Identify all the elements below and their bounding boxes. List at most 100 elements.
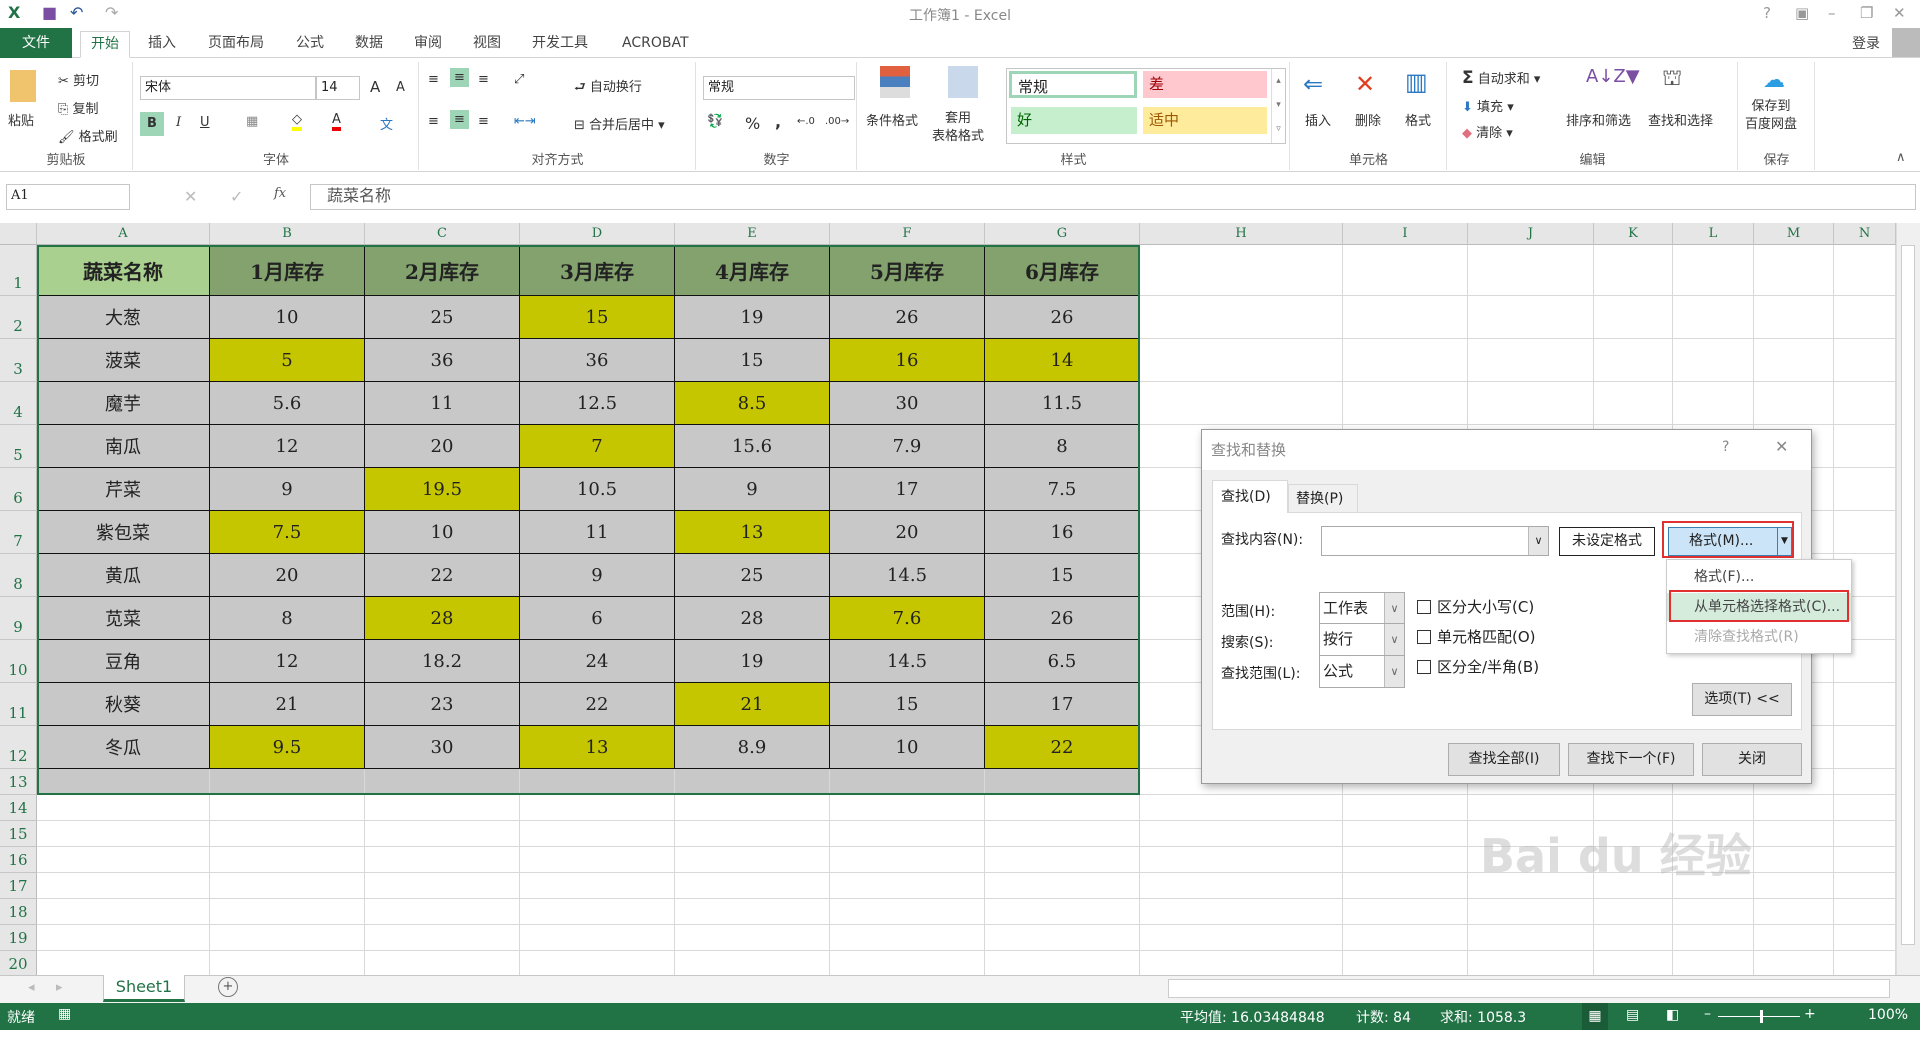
cell[interactable] (1834, 769, 1896, 795)
cell[interactable] (1468, 951, 1594, 975)
format-cells-button[interactable]: 格式 (1405, 114, 1432, 129)
cell[interactable] (1140, 847, 1343, 873)
cell[interactable] (830, 847, 985, 873)
cell[interactable] (365, 925, 520, 951)
close-button[interactable]: ✕ (1893, 4, 1906, 22)
cell[interactable] (1754, 847, 1834, 873)
column-header[interactable]: A (37, 223, 210, 245)
table-cell[interactable]: 26 (985, 597, 1140, 640)
cell[interactable] (1594, 873, 1673, 899)
table-cell[interactable]: 14 (985, 339, 1140, 382)
zoom-slider-thumb[interactable] (1760, 1010, 1763, 1023)
table-cell[interactable]: 7.5 (985, 468, 1140, 511)
table-cell[interactable]: 21 (675, 683, 830, 726)
close-dialog-button[interactable]: 关闭 (1702, 743, 1802, 776)
paste-button[interactable]: 粘贴 (8, 114, 35, 129)
cell[interactable] (1468, 339, 1594, 382)
cell[interactable] (1834, 795, 1896, 821)
table-cell[interactable] (210, 769, 365, 795)
cell[interactable] (1343, 847, 1468, 873)
minimize-button[interactable]: – (1828, 4, 1836, 22)
table-cell[interactable]: 8.5 (675, 382, 830, 425)
tab-formulas[interactable]: 公式 (296, 35, 324, 51)
spreadsheet-grid[interactable]: A B C D E F G H I J K L M N 1 2 3 4 5 6 7 8 9 10 11 12 13 14 15 16 17 1… (0, 223, 1896, 975)
find-history-dropdown[interactable]: ∨ (1528, 527, 1548, 555)
find-next-button[interactable]: 查找下一个(F) (1568, 743, 1694, 776)
cell[interactable] (1140, 873, 1343, 899)
table-cell[interactable]: 11 (520, 511, 675, 554)
cell[interactable] (1594, 925, 1673, 951)
cell[interactable] (1834, 425, 1896, 468)
cell[interactable] (1754, 296, 1834, 339)
table-cell[interactable]: 9 (520, 554, 675, 597)
table-cell[interactable]: 28 (365, 597, 520, 640)
table-cell[interactable]: 16 (830, 339, 985, 382)
cell[interactable] (1834, 683, 1896, 726)
table-cell[interactable]: 冬瓜 (37, 726, 210, 769)
cell[interactable] (1754, 245, 1834, 296)
find-select-button[interactable]: 查找和选择 (1648, 114, 1714, 129)
row-header[interactable]: 10 (0, 640, 37, 683)
row-header[interactable]: 7 (0, 511, 37, 554)
cut-button[interactable]: ✂ 剪切 (58, 74, 100, 89)
new-sheet-button[interactable]: + (218, 977, 238, 997)
autosum-button[interactable]: Σ 自动求和 ▾ (1462, 68, 1541, 88)
page-layout-view-icon[interactable]: ▤ (1626, 1007, 1640, 1023)
table-cell[interactable]: 9 (210, 468, 365, 511)
cell[interactable] (1673, 339, 1754, 382)
within-select[interactable]: 工作表 ∨ (1319, 592, 1405, 625)
cell[interactable] (675, 925, 830, 951)
cell[interactable] (1834, 511, 1896, 554)
wrap-text-button[interactable]: ⮐ 自动换行 (574, 80, 642, 95)
cell[interactable] (675, 847, 830, 873)
undo-icon[interactable]: ↶ (70, 3, 84, 22)
table-cell[interactable]: 菠菜 (37, 339, 210, 382)
column-header[interactable]: C (365, 223, 520, 245)
cell[interactable] (830, 795, 985, 821)
table-cell[interactable]: 10.5 (520, 468, 675, 511)
table-cell[interactable] (830, 769, 985, 795)
cell[interactable] (1343, 245, 1468, 296)
cell[interactable] (1673, 795, 1754, 821)
table-cell[interactable]: 14.5 (830, 640, 985, 683)
cell[interactable] (1754, 769, 1834, 795)
cell[interactable] (1594, 899, 1673, 925)
cell[interactable] (1343, 873, 1468, 899)
table-cell[interactable]: 20 (365, 425, 520, 468)
cell[interactable] (1594, 847, 1673, 873)
table-cell[interactable]: 20 (830, 511, 985, 554)
column-header[interactable]: F (830, 223, 985, 245)
cell[interactable] (1468, 821, 1594, 847)
cell[interactable] (830, 821, 985, 847)
table-cell[interactable]: 紫包菜 (37, 511, 210, 554)
tab-acrobat[interactable]: ACROBAT (622, 35, 689, 51)
cell[interactable] (1754, 821, 1834, 847)
cell[interactable] (210, 873, 365, 899)
table-cell[interactable]: 8 (985, 425, 1140, 468)
cell[interactable] (1673, 873, 1754, 899)
cell[interactable] (1468, 925, 1594, 951)
cell[interactable] (1140, 795, 1343, 821)
table-cell[interactable]: 30 (365, 726, 520, 769)
table-cell[interactable]: 11.5 (985, 382, 1140, 425)
cell[interactable] (37, 795, 210, 821)
cell[interactable] (1834, 339, 1896, 382)
cell[interactable] (365, 899, 520, 925)
zoom-out-button[interactable]: – (1704, 1006, 1711, 1022)
table-cell[interactable]: 19 (675, 640, 830, 683)
cell[interactable] (1834, 468, 1896, 511)
cell[interactable] (1673, 821, 1754, 847)
tab-file[interactable]: 文件 (0, 28, 72, 58)
cell[interactable] (675, 795, 830, 821)
table-cell[interactable]: 24 (520, 640, 675, 683)
table-cell[interactable]: 10 (830, 726, 985, 769)
table-cell[interactable]: 15 (675, 339, 830, 382)
cell[interactable] (985, 951, 1140, 975)
table-cell[interactable]: 1月库存 (210, 245, 365, 296)
table-cell[interactable]: 7.6 (830, 597, 985, 640)
cell[interactable] (1468, 899, 1594, 925)
table-cell[interactable]: 2月库存 (365, 245, 520, 296)
page-break-view-icon[interactable]: ◧ (1666, 1007, 1680, 1023)
table-cell[interactable]: 12 (210, 640, 365, 683)
row-header[interactable]: 9 (0, 597, 37, 640)
